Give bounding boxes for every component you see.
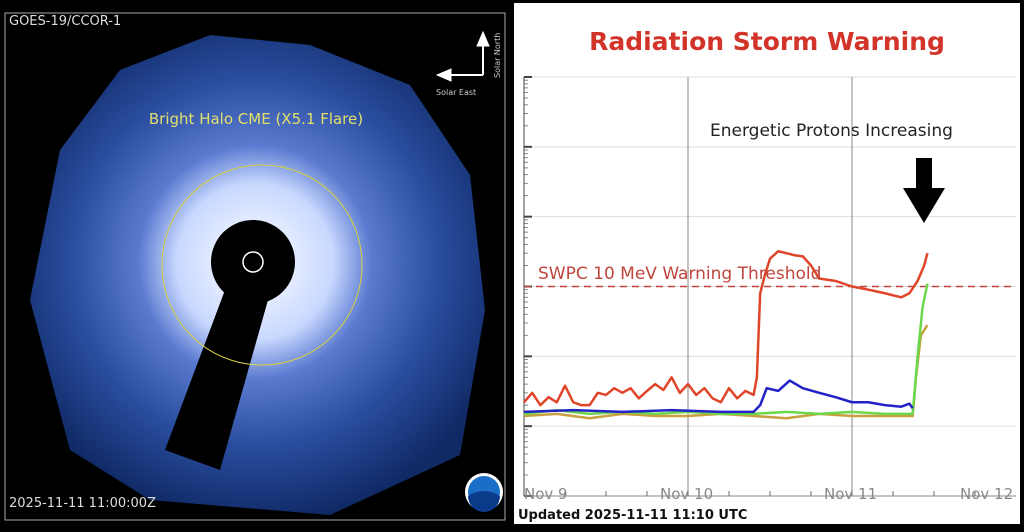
chart-plot <box>523 76 1016 497</box>
sun-outline <box>242 251 264 273</box>
solar-east-label: Solar East <box>436 88 476 97</box>
x-tick-label: Nov 11 <box>824 485 878 503</box>
cme-annotation: Bright Halo CME (X5.1 Flare) <box>148 110 364 128</box>
x-tick-label: Nov 10 <box>660 485 714 503</box>
series-line-50mevmev <box>523 379 914 414</box>
solar-north-label: Solar North <box>493 33 502 78</box>
x-tick-label: Nov 12 <box>960 485 1014 503</box>
panel-border <box>4 12 506 521</box>
chart-annotation: Energetic Protons Increasing <box>710 121 953 141</box>
series-line-10mevmev <box>523 249 929 407</box>
noaa-logo <box>465 473 503 512</box>
coronagraph-image: Solar North Solar East <box>4 12 506 521</box>
image-timestamp: 2025-11-11 11:00:00Z <box>9 496 156 511</box>
threshold-label: SWPC 10 MeV Warning Threshold <box>538 264 822 284</box>
occulter-disc <box>211 220 295 304</box>
proton-chart-panel: Radiation Storm Warning Energetic Proton… <box>514 3 1020 524</box>
updated-timestamp: Updated 2025-11-11 11:10 UTC <box>518 508 748 523</box>
chart-title: Radiation Storm Warning <box>589 27 945 56</box>
series-line-100mevmev <box>523 283 929 416</box>
compass-icon <box>435 30 490 82</box>
occulter-pylon <box>165 290 268 470</box>
coronagraph-panel: Solar North Solar East GOES-19/CCOR-1 Br… <box>0 0 512 528</box>
x-tick-label: Nov 9 <box>524 485 568 503</box>
down-arrow-icon <box>903 158 945 223</box>
instrument-label: GOES-19/CCOR-1 <box>9 14 122 29</box>
halo-circle <box>161 164 363 366</box>
